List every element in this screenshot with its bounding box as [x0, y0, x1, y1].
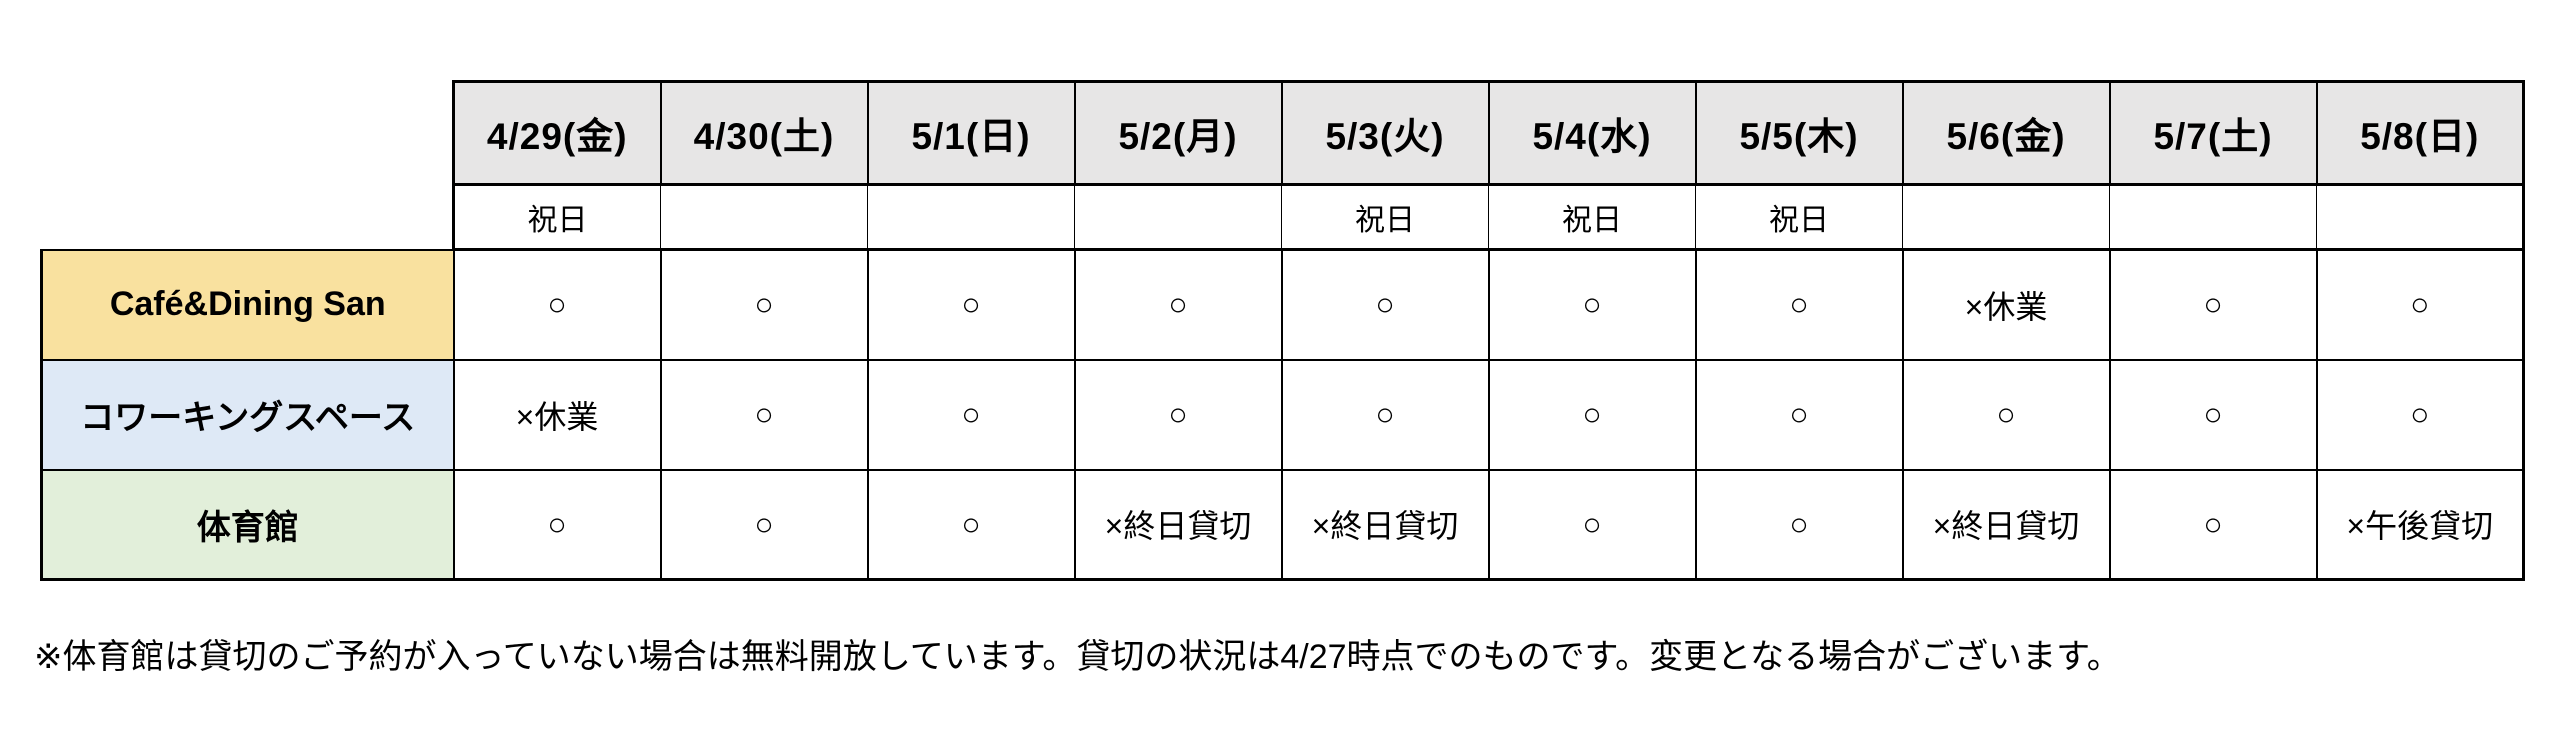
corner-spacer	[41, 81, 454, 185]
facility-row-gym: 体育館 ○ ○ ○ ×終日貸切 ×終日貸切 ○ ○ ×終日貸切 ○ ×午後貸切	[40, 468, 2525, 581]
status-cell: ○	[452, 248, 662, 361]
holiday-cell: 祝日	[1695, 184, 1903, 251]
date-header-cell: 5/3(火)	[1280, 80, 1490, 186]
status-cell: ○	[452, 468, 662, 581]
status-cell: ○	[659, 358, 869, 471]
facility-row-cafe: Café&Dining San ○ ○ ○ ○ ○ ○ ○ ×休業 ○ ○	[40, 248, 2525, 361]
status-cell: ×終日貸切	[1901, 468, 2111, 581]
holiday-cell: 祝日	[1281, 184, 1489, 251]
corner-spacer	[41, 184, 454, 250]
status-cell: ○	[1694, 358, 1904, 471]
status-cell: ×休業	[452, 358, 662, 471]
date-header-cell: 4/29(金)	[452, 80, 662, 186]
status-cell: ○	[2315, 248, 2525, 361]
status-cell: ×休業	[1901, 248, 2111, 361]
status-cell: ○	[2108, 248, 2318, 361]
date-header-cell: 5/8(日)	[2315, 80, 2525, 186]
facility-row-coworking: コワーキングスペース ×休業 ○ ○ ○ ○ ○ ○ ○ ○ ○	[40, 358, 2525, 471]
facility-label-gym: 体育館	[40, 468, 455, 581]
status-cell: ○	[1073, 358, 1283, 471]
status-cell: ○	[1073, 248, 1283, 361]
status-cell: ○	[866, 248, 1076, 361]
holiday-cell	[1902, 184, 2110, 251]
status-cell: ○	[2315, 358, 2525, 471]
facility-label-coworking: コワーキングスペース	[40, 358, 455, 471]
date-header-cell: 5/1(日)	[866, 80, 1076, 186]
date-header-cell: 5/7(土)	[2108, 80, 2318, 186]
status-cell: ○	[1487, 248, 1697, 361]
status-cell: ○	[866, 358, 1076, 471]
status-cell: ×終日貸切	[1073, 468, 1283, 581]
date-header-row: 4/29(金) 4/30(土) 5/1(日) 5/2(月) 5/3(火) 5/4…	[41, 80, 2525, 186]
holiday-cell	[867, 184, 1075, 251]
status-cell: ○	[1280, 248, 1490, 361]
status-cell: ○	[1694, 248, 1904, 361]
date-header-cell: 5/2(月)	[1073, 80, 1283, 186]
availability-table: 4/29(金) 4/30(土) 5/1(日) 5/2(月) 5/3(火) 5/4…	[40, 80, 2525, 581]
date-header-cell: 5/6(金)	[1901, 80, 2111, 186]
holiday-row: 祝日 祝日 祝日 祝日	[41, 184, 2525, 251]
status-cell: ○	[1901, 358, 2111, 471]
holiday-cell	[2109, 184, 2317, 251]
date-header-cell: 5/4(水)	[1487, 80, 1697, 186]
status-cell: ○	[1487, 358, 1697, 471]
status-cell: ○	[2108, 358, 2318, 471]
date-header-cell: 4/30(土)	[659, 80, 869, 186]
status-cell: ○	[1487, 468, 1697, 581]
status-cell: ○	[1694, 468, 1904, 581]
holiday-cell	[660, 184, 868, 251]
status-cell: ○	[659, 468, 869, 581]
status-cell: ×午後貸切	[2315, 468, 2525, 581]
status-cell: ○	[2108, 468, 2318, 581]
holiday-cell: 祝日	[1488, 184, 1696, 251]
facility-label-cafe: Café&Dining San	[40, 248, 455, 361]
holiday-cell: 祝日	[452, 184, 661, 251]
status-cell: ○	[1280, 358, 1490, 471]
status-cell: ○	[659, 248, 869, 361]
holiday-cell	[2316, 184, 2525, 251]
holiday-cell	[1074, 184, 1282, 251]
status-cell: ×終日貸切	[1280, 468, 1490, 581]
footnote: ※体育館は貸切のご予約が入っていない場合は無料開放しています。貸切の状況は4/2…	[34, 638, 2121, 676]
status-cell: ○	[866, 468, 1076, 581]
date-header-cell: 5/5(木)	[1694, 80, 1904, 186]
schedule-page: 4/29(金) 4/30(土) 5/1(日) 5/2(月) 5/3(火) 5/4…	[34, 80, 2525, 676]
